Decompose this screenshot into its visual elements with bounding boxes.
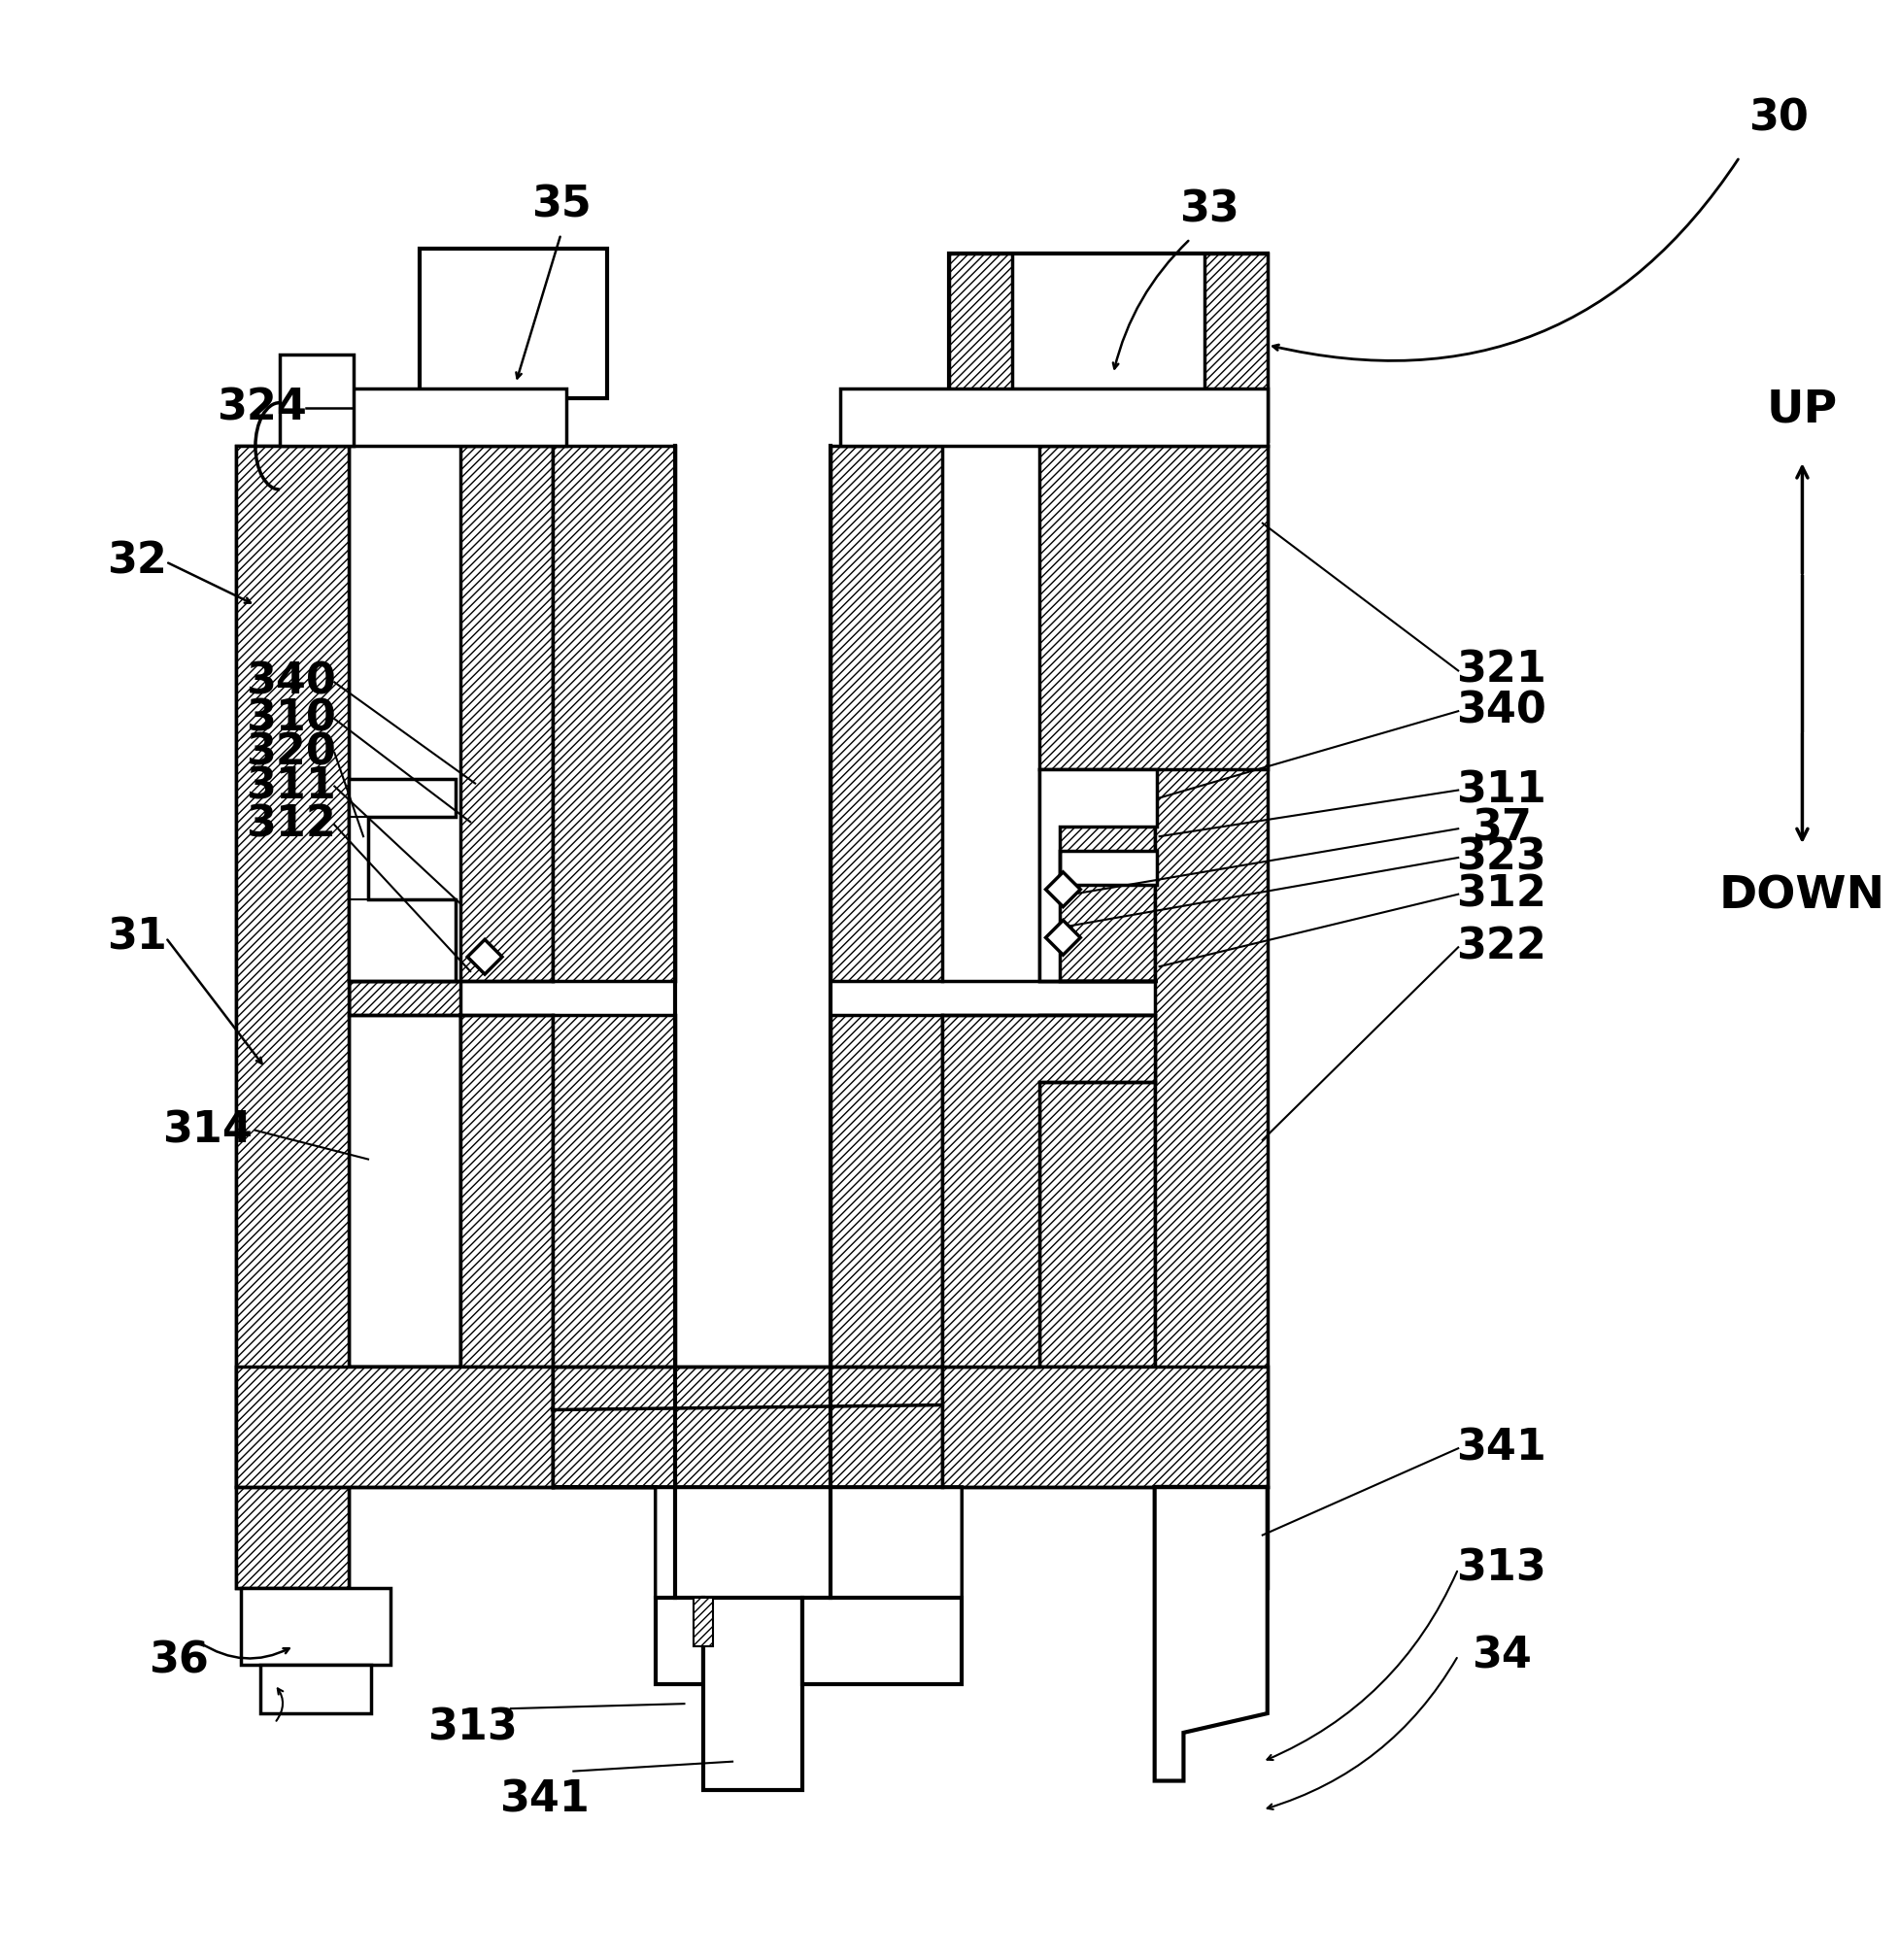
Bar xyxy=(420,249,608,398)
Text: 324: 324 xyxy=(216,386,308,429)
Polygon shape xyxy=(703,1597,801,1791)
Text: 33: 33 xyxy=(1179,188,1240,231)
Bar xyxy=(235,447,349,1588)
Text: 35: 35 xyxy=(532,184,591,225)
Text: 340: 340 xyxy=(1457,690,1546,731)
Polygon shape xyxy=(553,1015,674,1488)
Polygon shape xyxy=(235,447,461,1588)
Text: 30: 30 xyxy=(1749,98,1808,139)
Polygon shape xyxy=(461,1015,553,1366)
Text: 314: 314 xyxy=(161,1109,253,1151)
Bar xyxy=(950,253,1267,441)
Polygon shape xyxy=(1039,768,1156,980)
Text: 322: 322 xyxy=(1457,927,1546,968)
Polygon shape xyxy=(801,1597,963,1684)
Polygon shape xyxy=(279,355,353,447)
Polygon shape xyxy=(467,939,501,974)
Bar xyxy=(950,253,1012,441)
Text: DOWN: DOWN xyxy=(1719,874,1886,919)
Text: 323: 323 xyxy=(1457,837,1546,878)
Polygon shape xyxy=(655,1597,703,1684)
Polygon shape xyxy=(235,1366,553,1488)
Polygon shape xyxy=(553,1366,942,1488)
Bar xyxy=(693,1597,714,1646)
Text: 312: 312 xyxy=(1457,874,1546,915)
Text: 32: 32 xyxy=(106,541,167,582)
Polygon shape xyxy=(830,447,942,980)
Text: 340: 340 xyxy=(247,661,336,704)
Text: 311: 311 xyxy=(247,766,336,808)
Text: 321: 321 xyxy=(1457,651,1546,692)
Text: 341: 341 xyxy=(499,1780,591,1821)
Polygon shape xyxy=(553,447,674,980)
Text: 34: 34 xyxy=(1472,1635,1532,1676)
Polygon shape xyxy=(1046,921,1081,955)
Polygon shape xyxy=(1046,872,1081,907)
Text: 312: 312 xyxy=(247,804,336,845)
Polygon shape xyxy=(830,1015,942,1488)
Polygon shape xyxy=(841,388,1267,447)
Text: 311: 311 xyxy=(1457,768,1546,811)
Text: 36: 36 xyxy=(148,1639,209,1682)
Text: UP: UP xyxy=(1766,388,1838,431)
Text: 31: 31 xyxy=(106,917,167,958)
Polygon shape xyxy=(1039,1015,1155,1366)
Text: 310: 310 xyxy=(247,698,336,739)
Polygon shape xyxy=(1039,768,1155,980)
Polygon shape xyxy=(349,388,566,447)
Bar xyxy=(1155,447,1267,1588)
Polygon shape xyxy=(942,1015,1155,1366)
Polygon shape xyxy=(553,1488,963,1684)
Polygon shape xyxy=(1155,1488,1267,1782)
Text: 37: 37 xyxy=(1472,808,1532,849)
Polygon shape xyxy=(1039,447,1267,768)
Text: 313: 313 xyxy=(427,1707,517,1748)
Text: 341: 341 xyxy=(1457,1427,1546,1470)
Bar xyxy=(1204,253,1267,441)
Text: 320: 320 xyxy=(247,731,336,774)
Bar xyxy=(241,1588,391,1666)
Polygon shape xyxy=(461,447,553,980)
Polygon shape xyxy=(942,1366,1267,1488)
Bar xyxy=(349,447,1155,1409)
Polygon shape xyxy=(349,778,456,980)
Text: 313: 313 xyxy=(1457,1548,1546,1590)
Bar xyxy=(260,1666,370,1713)
